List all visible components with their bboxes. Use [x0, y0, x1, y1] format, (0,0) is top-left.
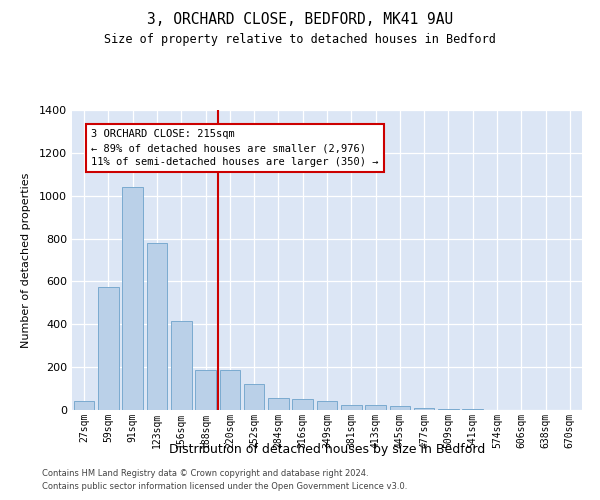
Bar — [414, 408, 434, 410]
Text: Contains public sector information licensed under the Open Government Licence v3: Contains public sector information licen… — [42, 482, 407, 491]
Text: 3, ORCHARD CLOSE, BEDFORD, MK41 9AU: 3, ORCHARD CLOSE, BEDFORD, MK41 9AU — [147, 12, 453, 28]
Bar — [244, 384, 265, 410]
Text: Contains HM Land Registry data © Crown copyright and database right 2024.: Contains HM Land Registry data © Crown c… — [42, 468, 368, 477]
Bar — [341, 404, 362, 410]
Text: Distribution of detached houses by size in Bedford: Distribution of detached houses by size … — [169, 442, 485, 456]
Bar — [268, 398, 289, 410]
Bar — [220, 370, 240, 410]
Bar — [122, 187, 143, 410]
Bar — [365, 406, 386, 410]
Bar — [195, 370, 216, 410]
Bar — [74, 402, 94, 410]
Bar — [98, 287, 119, 410]
Bar — [317, 402, 337, 410]
Bar — [171, 321, 191, 410]
Y-axis label: Number of detached properties: Number of detached properties — [20, 172, 31, 348]
Text: 3 ORCHARD CLOSE: 215sqm
← 89% of detached houses are smaller (2,976)
11% of semi: 3 ORCHARD CLOSE: 215sqm ← 89% of detache… — [91, 130, 379, 168]
Text: Size of property relative to detached houses in Bedford: Size of property relative to detached ho… — [104, 32, 496, 46]
Bar — [438, 409, 459, 410]
Bar — [389, 406, 410, 410]
Bar — [146, 243, 167, 410]
Bar — [292, 400, 313, 410]
